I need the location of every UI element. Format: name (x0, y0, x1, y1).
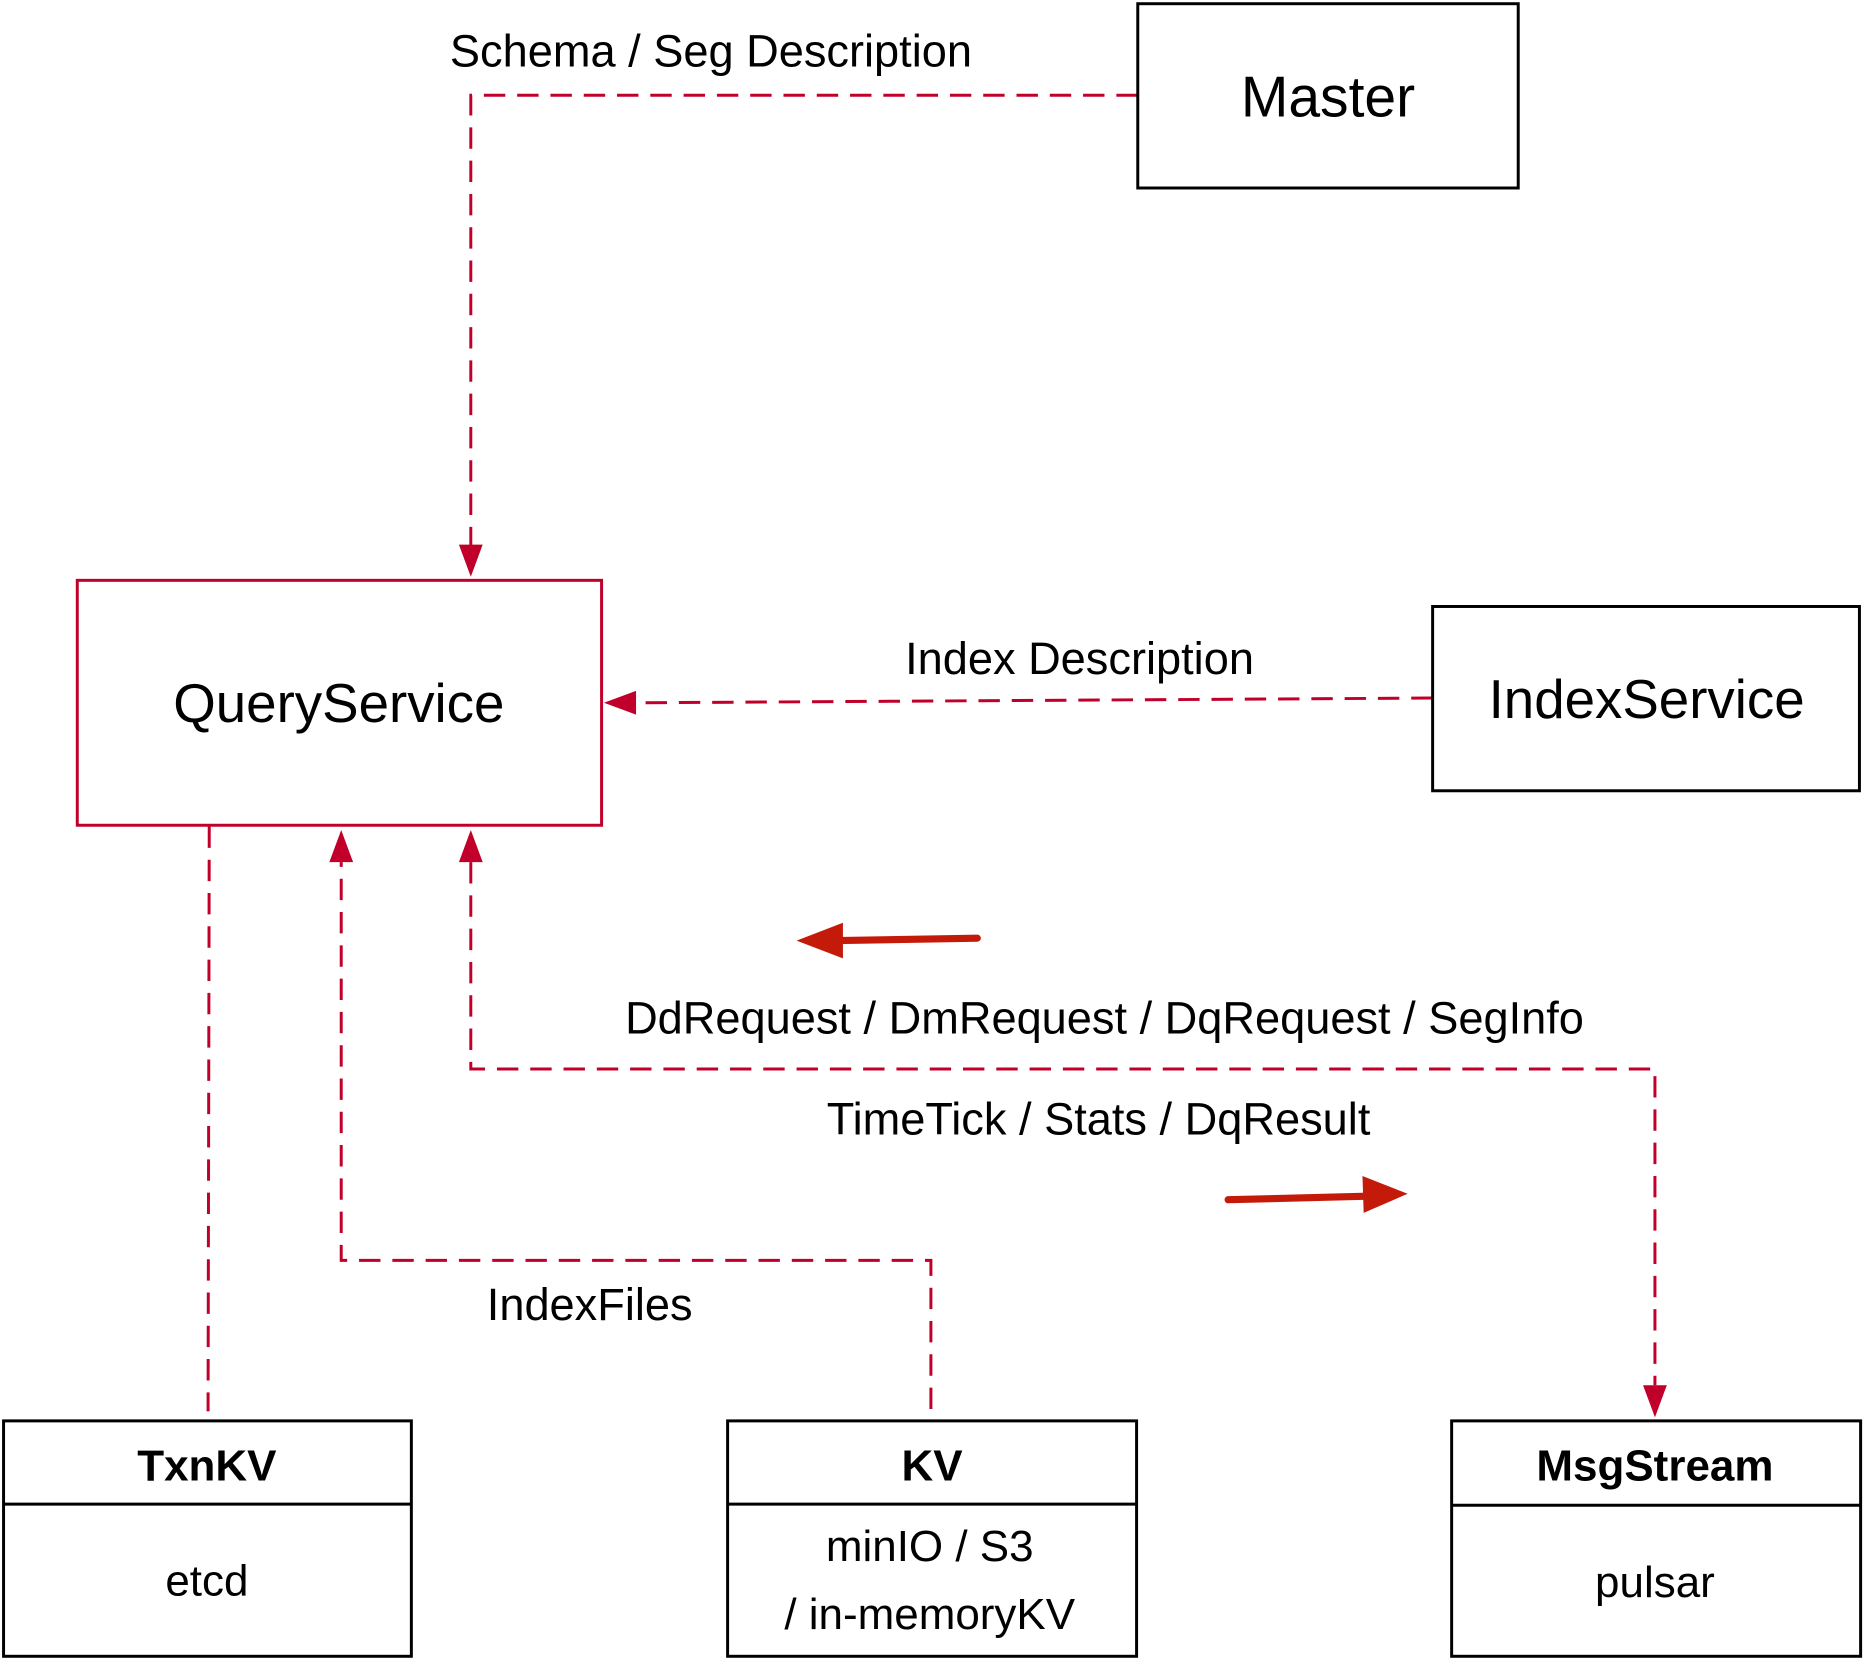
node-query-service-label: QueryService (173, 672, 504, 734)
arrow-left-icon (796, 922, 981, 959)
edge-master-to-query: Schema / Seg Description (450, 26, 1138, 577)
node-query-service[interactable]: QueryService (75, 578, 604, 827)
node-index-service[interactable]: IndexService (1431, 605, 1861, 793)
edge-label-index-description: Index Description (905, 633, 1254, 684)
edge-label-schema: Schema / Seg Description (450, 26, 972, 77)
node-kv[interactable]: KV minIO / S3 / in-memoryKV (726, 1419, 1139, 1658)
node-master[interactable]: Master (1136, 2, 1520, 190)
node-master-label: Master (1241, 66, 1415, 130)
node-msgstream[interactable]: MsgStream pulsar (1450, 1419, 1863, 1658)
node-kv-body-line1: minIO / S3 (826, 1522, 1034, 1571)
node-kv-body-line2: / in-memoryKV (784, 1590, 1075, 1639)
node-index-service-label: IndexService (1489, 668, 1805, 730)
node-msgstream-body: pulsar (1595, 1558, 1715, 1607)
edge-label-requests: DdRequest / DmRequest / DqRequest / SegI… (625, 992, 1584, 1043)
edge-query-msgstream: DdRequest / DmRequest / DqRequest / SegI… (458, 830, 1667, 1418)
node-txnkv-title: TxnKV (137, 1441, 277, 1490)
edge-index-to-query: Index Description (603, 633, 1433, 715)
node-txnkv-body: etcd (165, 1557, 248, 1606)
edge-txnkv-query (206, 826, 211, 1412)
node-txnkv[interactable]: TxnKV etcd (2, 1419, 413, 1658)
edge-label-index-files: IndexFiles (487, 1279, 693, 1330)
arrow-right-icon (1224, 1175, 1408, 1213)
node-kv-title: KV (902, 1441, 964, 1490)
edge-label-results: TimeTick / Stats / DqResult (827, 1093, 1371, 1144)
node-msgstream-title: MsgStream (1536, 1441, 1773, 1490)
edge-kv-to-query: IndexFiles (329, 830, 933, 1409)
